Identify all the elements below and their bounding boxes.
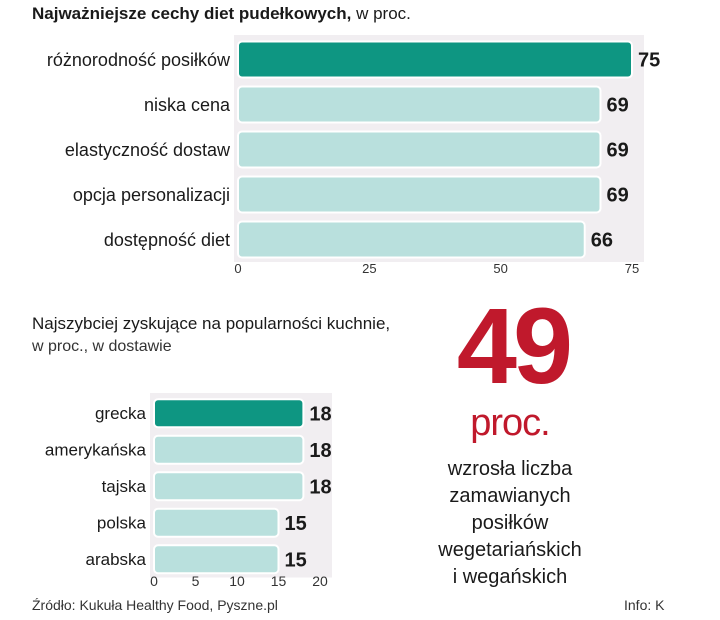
chart2-category-label: amerykańska <box>45 441 147 460</box>
chart2-bar <box>153 471 305 502</box>
chart1-value-label: 69 <box>606 185 628 207</box>
chart1-category-label: różnorodność posiłków <box>47 50 231 70</box>
chart1-value-label: 66 <box>591 230 613 252</box>
chart2-bar <box>153 544 280 575</box>
highlight-description-line: wegetariańskich <box>438 539 582 561</box>
chart1-category-label: niska cena <box>144 95 231 115</box>
chart2-category-label: tajska <box>102 477 147 496</box>
highlight-description: wzrosła liczba zamawianych posiłków wege… <box>400 456 620 591</box>
chart1-value-label: 69 <box>606 95 628 117</box>
chart2-category-label: arabska <box>86 550 147 569</box>
chart2-value-label: 15 <box>285 549 307 571</box>
highlight-description-line: zamawianych <box>449 485 571 507</box>
chart2-bar <box>153 398 305 429</box>
chart1-bar <box>237 175 602 214</box>
chart2-bar <box>153 507 280 538</box>
chart1-category-label: dostępność diet <box>104 230 230 250</box>
chart2-value-label: 18 <box>309 440 331 462</box>
chart1-title: Najważniejsze cechy diet pudełkowych, <box>32 4 352 23</box>
chart2-tick-label: 20 <box>312 573 328 589</box>
chart1-bar <box>237 130 602 169</box>
highlight-number: 49 <box>456 285 573 406</box>
chart2-value-label: 15 <box>285 513 307 535</box>
highlight-description-line: i wegańskich <box>452 566 568 588</box>
chart2-title: Najszybciej zyskujące na popularności ku… <box>32 314 391 333</box>
source-note: Źródło: Kukuła Healthy Food, Pyszne.pl <box>32 597 278 613</box>
highlight-description-line: posiłków <box>471 512 549 534</box>
chart1-bar <box>237 220 586 259</box>
chart1-subtitle: w proc. <box>356 4 411 23</box>
chart2-tick-label: 5 <box>192 573 200 589</box>
chart1-bar <box>237 40 633 79</box>
highlight-description-line: wzrosła liczba <box>447 458 573 480</box>
chart1-tick-label: 0 <box>234 261 241 276</box>
highlight-unit: proc. <box>470 402 550 444</box>
chart2-tick-label: 15 <box>271 573 287 589</box>
chart2-bar <box>153 434 305 465</box>
chart1-tick-label: 50 <box>493 261 507 276</box>
chart2-value-label: 18 <box>309 403 331 425</box>
chart1-tick-label: 75 <box>625 261 639 276</box>
chart2-tick-label: 10 <box>229 573 245 589</box>
chart1-value-label: 75 <box>638 50 660 72</box>
chart1-tick-label: 25 <box>362 261 376 276</box>
chart1-category-label: opcja personalizacji <box>73 185 230 205</box>
chart2-category-label: grecka <box>95 404 147 423</box>
credit-note: Info: K <box>624 597 665 613</box>
chart2-value-label: 18 <box>309 476 331 498</box>
chart1-value-label: 69 <box>606 140 628 162</box>
chart2-category-label: polska <box>97 514 147 533</box>
chart2-tick-label: 0 <box>150 573 158 589</box>
chart1-category-label: elastyczność dostaw <box>65 140 231 160</box>
chart2-subtitle: w proc., w dostawie <box>32 338 172 355</box>
chart1-title-line: Najważniejsze cechy diet pudełkowych, w … <box>32 4 411 24</box>
chart1-bar <box>237 85 602 124</box>
